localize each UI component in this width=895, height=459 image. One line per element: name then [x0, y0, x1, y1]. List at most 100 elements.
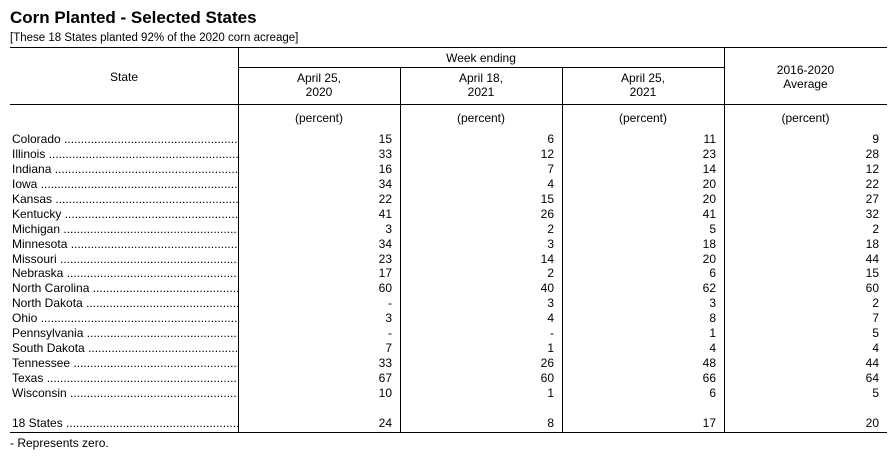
cell-value: 34 — [378, 236, 392, 251]
unit-label: (percent) — [294, 111, 344, 125]
state-name: Kentucky — [12, 207, 238, 221]
cell-value: 3 — [385, 311, 392, 326]
rule — [238, 67, 724, 68]
cell-value: 26 — [540, 206, 554, 221]
cell-value: - — [550, 326, 554, 341]
state-name: Missouri — [12, 252, 238, 266]
cell-value: 5 — [709, 221, 716, 236]
cell-value: 4 — [872, 341, 879, 356]
cell-value: 17 — [378, 266, 392, 281]
state-name: Colorado — [12, 132, 238, 146]
cell-value: 41 — [702, 206, 716, 221]
cell-value: 20 — [702, 191, 716, 206]
cell-value: 8 — [709, 311, 716, 326]
column-header: Average — [783, 77, 828, 91]
column-header: 2016-2020 — [776, 63, 835, 77]
state-name: North Carolina — [12, 281, 238, 295]
header-group: Week ending — [446, 51, 516, 65]
cell-value: 22 — [378, 191, 392, 206]
cell-value: 5 — [872, 385, 879, 400]
cell-value: 15 — [378, 132, 392, 146]
rule — [238, 47, 239, 432]
cell-value: 44 — [865, 251, 879, 266]
cell-value: 2 — [872, 221, 879, 236]
cell-value: 6 — [547, 132, 554, 146]
unit-label: (percent) — [781, 111, 830, 125]
cell-value: 11 — [703, 132, 716, 146]
cell-value: 15 — [540, 191, 554, 206]
column-header: 2020 — [305, 85, 333, 99]
cell-value: 28 — [865, 146, 879, 161]
cell-value: 18 — [702, 236, 716, 251]
cell-value: 6 — [709, 385, 716, 400]
cell-value: 22 — [865, 176, 879, 191]
cell-value: 33 — [378, 146, 392, 161]
state-name: Nebraska — [12, 266, 238, 280]
column-header: 2021 — [467, 85, 495, 99]
cell-value: 27 — [865, 191, 879, 206]
header-state: State — [109, 70, 139, 84]
rule — [10, 104, 887, 105]
state-name: Iowa — [12, 177, 238, 191]
rule — [10, 432, 887, 433]
cell-value: 24 — [378, 416, 392, 430]
cell-value: 18 — [865, 236, 879, 251]
state-name: Wisconsin — [12, 386, 238, 400]
cell-value: - — [388, 296, 392, 311]
cell-value: 3 — [385, 221, 392, 236]
column-header: April 25, — [620, 71, 666, 85]
cell-value: 4 — [709, 341, 716, 356]
cell-value: 67 — [378, 371, 392, 386]
cell-value: 16 — [378, 161, 392, 176]
cell-value: 66 — [702, 371, 716, 386]
state-name: Texas — [12, 371, 238, 385]
column-header: April 25, — [296, 71, 342, 85]
cell-value: 12 — [540, 146, 554, 161]
title: Corn Planted - Selected States — [10, 8, 257, 27]
cell-value: 2 — [872, 296, 879, 311]
cell-value: 7 — [872, 311, 879, 326]
cell-value: 3 — [547, 236, 554, 251]
state-name: Pennsylvania — [12, 326, 238, 340]
cell-value: 20 — [865, 416, 879, 430]
cell-value: - — [388, 326, 392, 341]
cell-value: 34 — [378, 176, 392, 191]
cell-value: 64 — [865, 371, 879, 386]
state-name: Michigan — [12, 222, 238, 236]
cell-value: 41 — [378, 206, 392, 221]
cell-value: 14 — [540, 251, 554, 266]
cell-value: 15 — [865, 266, 879, 281]
cell-value: 1 — [547, 385, 554, 400]
column-header: 2021 — [629, 85, 657, 99]
cell-value: 1 — [547, 341, 554, 356]
cell-value: 3 — [547, 296, 554, 311]
cell-value: 20 — [702, 176, 716, 191]
state-name: Illinois — [12, 147, 238, 161]
cell-value: 8 — [547, 416, 554, 430]
cell-value: 62 — [702, 281, 716, 296]
state-name: Kansas — [12, 192, 238, 206]
state-name: Ohio — [12, 311, 238, 325]
cell-value: 12 — [865, 161, 879, 176]
cell-value: 60 — [378, 281, 392, 296]
rule — [724, 47, 725, 432]
footnote: - Represents zero. — [10, 436, 109, 450]
state-name: Tennessee — [12, 356, 238, 370]
cell-value: 1 — [709, 326, 716, 341]
cell-value: 20 — [702, 251, 716, 266]
cell-value: 33 — [378, 356, 392, 371]
cell-value: 14 — [702, 161, 716, 176]
cell-value: 4 — [547, 311, 554, 326]
cell-value: 26 — [540, 356, 554, 371]
cell-value: 48 — [702, 356, 716, 371]
unit-label: (percent) — [456, 111, 506, 125]
cell-value: 6 — [709, 266, 716, 281]
state-name: Indiana — [12, 162, 238, 176]
cell-value: 3 — [709, 296, 716, 311]
state-name: North Dakota — [12, 296, 238, 310]
state-name: South Dakota — [12, 341, 238, 355]
cell-value: 5 — [872, 326, 879, 341]
cell-value: 60 — [540, 371, 554, 386]
cell-value: 2 — [547, 266, 554, 281]
rule — [562, 67, 563, 432]
